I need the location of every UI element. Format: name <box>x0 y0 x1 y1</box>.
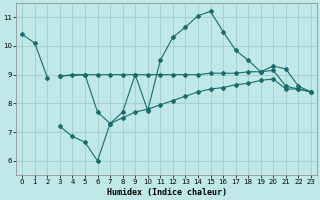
X-axis label: Humidex (Indice chaleur): Humidex (Indice chaleur) <box>107 188 227 197</box>
